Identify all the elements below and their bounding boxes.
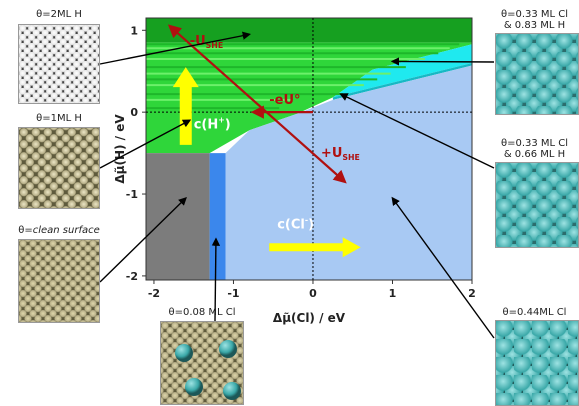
annotation-plus-u-she: +USHE [321,146,360,162]
thumbnail-0-08-ml-cl [160,321,244,405]
thumbnail-clean-surface [18,239,100,323]
leader-arrow [390,57,495,66]
leader-arrow [99,196,187,283]
thumbnail-0-44-ml-cl [495,320,579,406]
c-cl-minus-arrow [269,237,361,258]
thumbnail-0-33-cl-0-66-h [495,162,579,248]
thumbnail-0-33-cl-0-83-h [495,33,579,115]
region-clean-surface [146,153,210,280]
leader-arrow [99,31,252,65]
c-h-plus-arrow [172,67,199,145]
label-clean-emphasis: clean surface [32,225,100,236]
label-0-08-ml-cl: θ=0.08 ML Cl [168,307,236,318]
label-0-33-cl-0-83-h-line2: & 0.83 ML H [503,20,566,31]
y-tick-label: -1 [126,188,138,201]
y-axis-label: Δμ̃(H) / eV [113,114,127,184]
annotation-c-cl-minus: c(Cl-) [277,215,314,232]
region-0-08-ml-cl [209,153,226,280]
annotation-eu0: -eU° [269,93,300,108]
plot-frame [145,17,473,281]
annotation-c-h-plus: c(H+) [194,116,231,133]
label-1ml-h: θ=1ML H [36,113,82,124]
label-0-44-ml-cl: θ=0.44ML Cl [502,307,567,318]
thumbnail-2ml-h [18,24,100,104]
x-axis-label: Δμ̃(Cl) / eV [273,311,346,325]
label-2ml-h: θ=2ML H [36,9,82,20]
chlorine-atom [185,378,203,396]
label-clean-surface: θ=clean surface [4,225,114,236]
leader-arrow [211,237,221,322]
leader-arrow [99,119,192,169]
x-tick-label: 1 [389,287,397,300]
leader-arrow [339,93,495,169]
x-tick-label: 0 [309,287,317,300]
u-she-arrow [167,24,347,184]
y-tick-label: -2 [126,270,138,283]
chlorine-atom [175,344,193,362]
x-tick-label: -1 [227,287,239,300]
y-tick-label: 1 [130,24,138,37]
label-0-33-cl-0-83-h-line1: θ=0.33 ML Cl [500,9,569,20]
leader-arrow [391,196,495,339]
x-tick-label: 2 [468,287,476,300]
thumbnail-1ml-h [18,127,100,209]
label-0-33-cl-0-66-h-line2: & 0.66 ML H [503,149,566,160]
label-0-33-cl-0-66-h-line1: θ=0.33 ML Cl [500,138,569,149]
chlorine-atom [223,382,241,400]
x-tick-label: -2 [148,287,160,300]
region-0-33-ml-cl-0-83-ml-h [332,44,472,98]
chlorine-atom [219,340,237,358]
y-tick-label: 0 [130,106,138,119]
label-clean-prefix: θ= [18,225,33,236]
region-0-33-ml-cl-0-66-ml-h [332,63,472,100]
